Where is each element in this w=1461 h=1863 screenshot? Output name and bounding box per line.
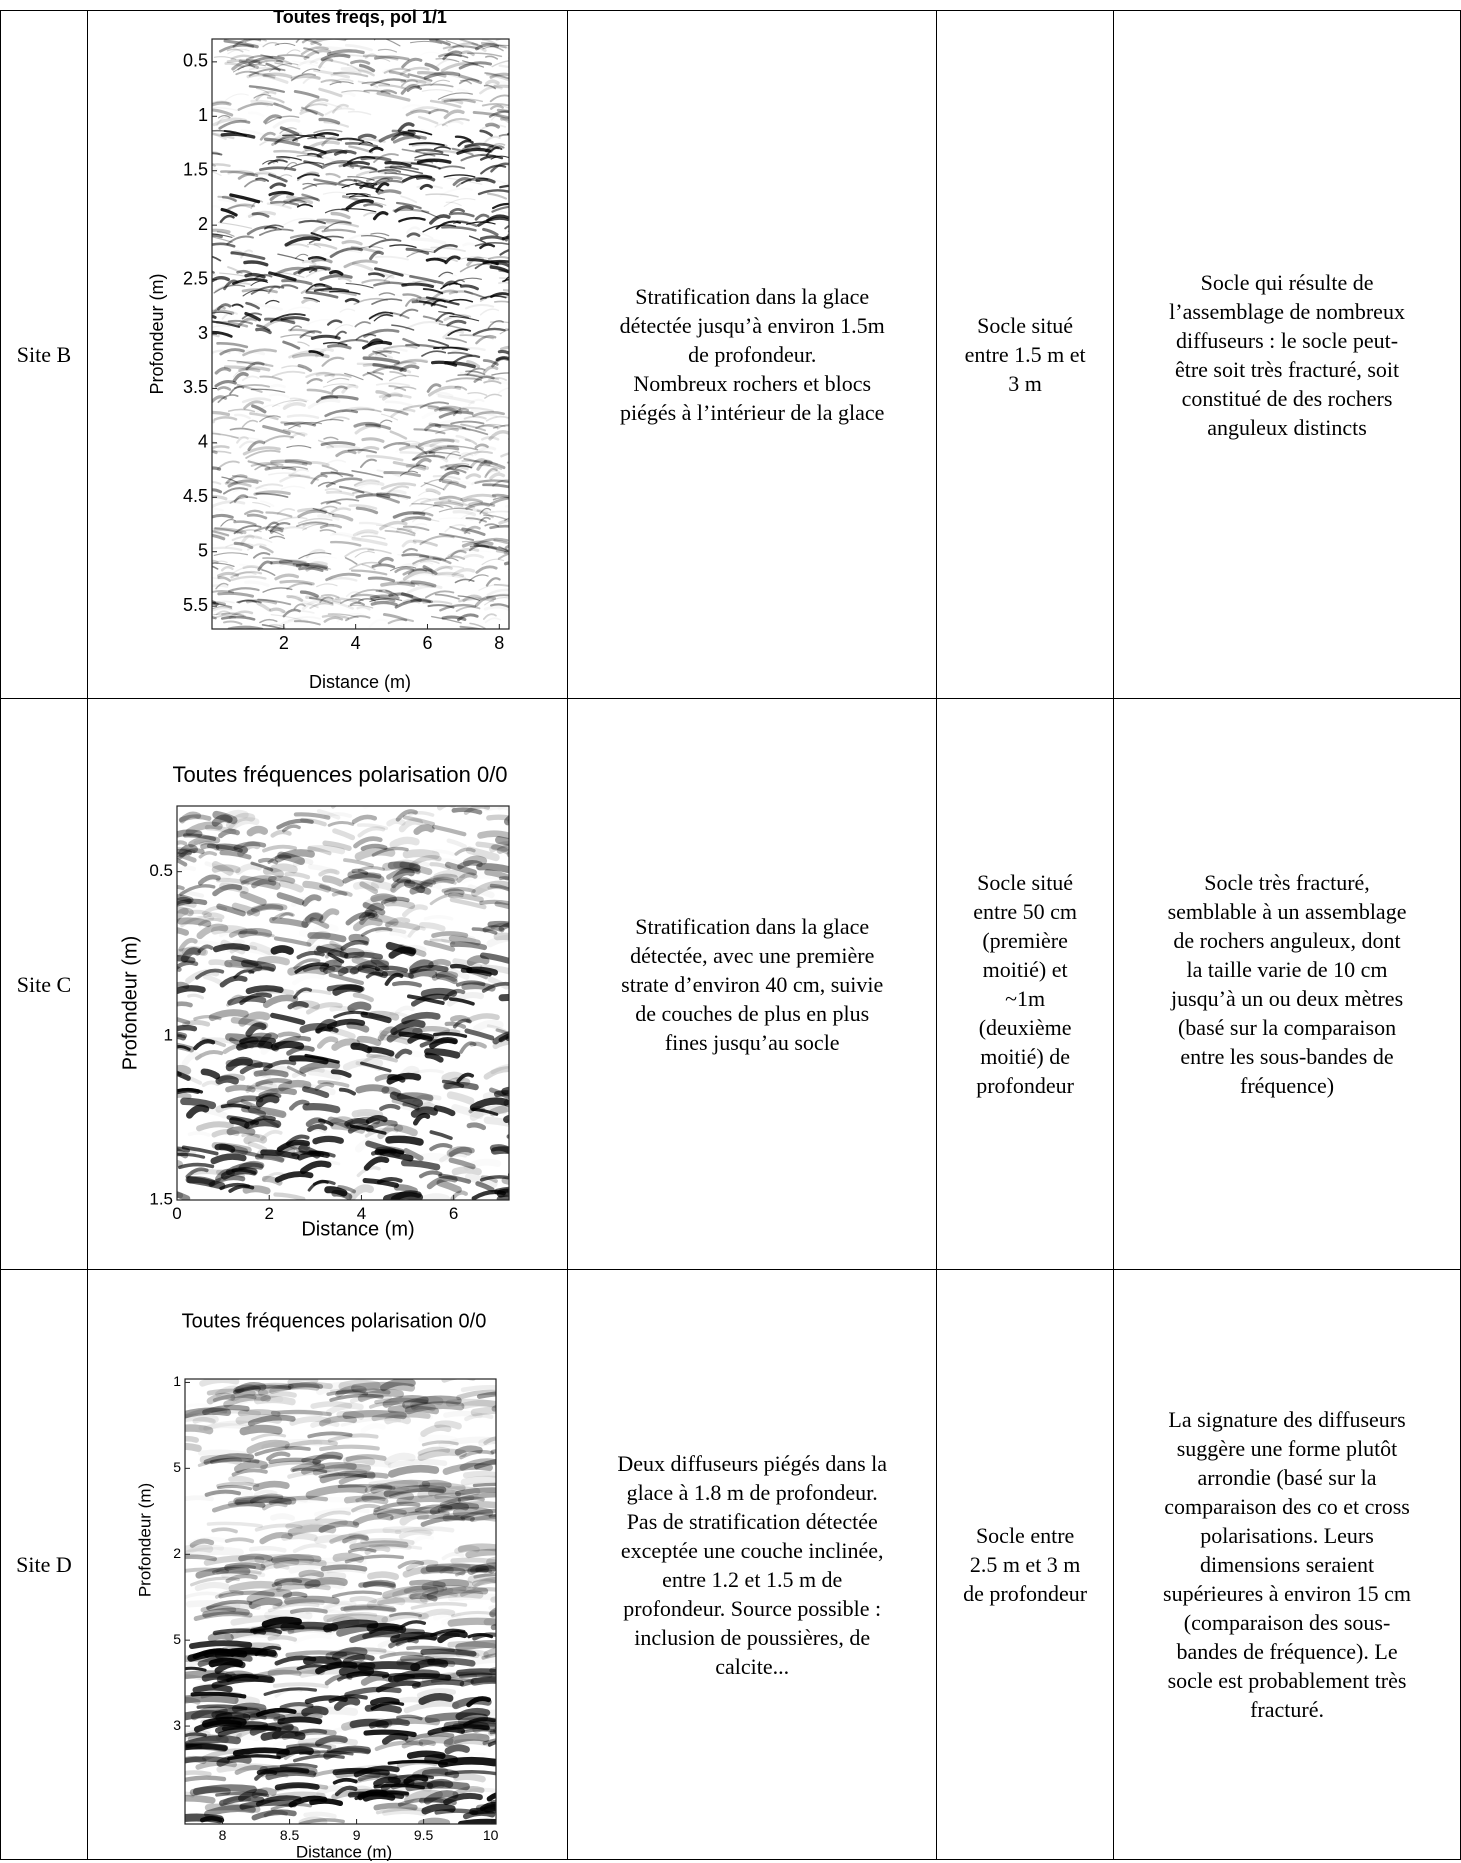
text-line: dimensions seraient <box>1199 1552 1375 1577</box>
text-line: être soit très fracturé, soit <box>1174 356 1400 382</box>
text-line: La signature des diffuseurs <box>1168 1407 1406 1432</box>
text-line: 3 m <box>1008 371 1042 396</box>
image-cell <box>86 698 569 1270</box>
socle-cell: Socle situé entre 1.5 m et 3 m <box>936 10 1115 699</box>
description-cell: Deux diffuseurs piégés dans la glace à 1.… <box>567 1269 938 1860</box>
text-line: fracturé. <box>1250 1697 1324 1722</box>
text-line: de profondeur. <box>688 342 817 367</box>
text-line: de profondeur <box>963 1581 1088 1606</box>
text-line: entre 1.5 m et <box>964 342 1086 367</box>
text-line: glace à 1.8 m de profondeur. <box>626 1479 878 1505</box>
text-line: Nombreux rochers et blocs <box>633 371 872 396</box>
results-table: Site B Stratification dans la glace détect… <box>0 10 1461 1860</box>
text-line: suggère une forme plutôt <box>1176 1436 1398 1461</box>
text-line: la taille varie de 10 cm <box>1186 957 1388 982</box>
text-line: semblable à un assemblage <box>1167 899 1407 924</box>
text-line: calcite... <box>715 1653 790 1679</box>
text-line: Pas de stratification détectée <box>626 1508 878 1534</box>
text-line: (première <box>982 928 1068 953</box>
text-line: détectée, avec une première <box>630 942 875 968</box>
description-cell: Stratification dans la glace détectée jus… <box>567 10 938 699</box>
text-line: Socle entre <box>975 1523 1075 1548</box>
text-line: Socle situé <box>977 313 1074 338</box>
text-line: exceptée une couche inclinée, <box>620 1537 884 1563</box>
text-line: profondeur <box>976 1073 1074 1098</box>
text-line: supérieures à environ 15 cm <box>1163 1581 1412 1606</box>
interpretation-cell: La signature des diffuseurs suggère une f… <box>1113 1269 1461 1860</box>
text-line: jusqu’à un ou deux mètres <box>1170 986 1404 1011</box>
text-line: de rochers anguleux, dont <box>1173 928 1401 953</box>
text-line: strate d’environ 40 cm, suivie <box>621 971 884 997</box>
text-line: piégés à l’intérieur de la glace <box>619 400 885 425</box>
text-line: de couches de plus en plus <box>635 1000 870 1026</box>
text-line: inclusion de poussières, de <box>634 1624 871 1650</box>
text-line: profondeur. Source possible : <box>623 1595 882 1621</box>
site-label: Site D <box>0 1269 88 1860</box>
image-cell <box>86 1269 569 1860</box>
socle-cell: Socle situé entre 50 cm (première moitié) e… <box>936 698 1115 1270</box>
text-line: arrondie (basé sur la <box>1197 1465 1377 1490</box>
text-line: (comparaison des sous- <box>1183 1610 1391 1635</box>
interpretation-cell: Socle qui résulte de l’assemblage de nomb… <box>1113 10 1461 699</box>
text-line: (deuxième <box>978 1015 1072 1040</box>
socle-cell: Socle entre 2.5 m et 3 m de profondeur <box>936 1269 1115 1860</box>
interpretation-cell: Socle très fracturé, semblable à un assem… <box>1113 698 1461 1270</box>
text-line: moitié) de <box>980 1044 1071 1069</box>
text-line: fréquence) <box>1240 1073 1335 1098</box>
text-line: Socle très fracturé, <box>1204 870 1370 895</box>
text-line: Deux diffuseurs piégés dans la <box>617 1450 888 1476</box>
text-line: ~1m <box>1005 986 1046 1011</box>
text-line: moitié) et <box>982 957 1068 982</box>
text-line: entre les sous-bandes de <box>1180 1044 1394 1069</box>
table-row: Site C Stratification dans la glace détect… <box>0 698 1461 1270</box>
text-line: constitué de des rochers <box>1181 385 1393 411</box>
image-cell <box>86 10 569 699</box>
table-row: Site D Deux diffuseurs piégés dans la glac… <box>0 1269 1461 1860</box>
text-line: Socle situé <box>977 870 1074 895</box>
text-line: Stratification dans la glace <box>635 284 870 309</box>
text-line: bandes de fréquence). Le <box>1176 1639 1398 1664</box>
text-line: socle est probablement très <box>1167 1668 1407 1693</box>
text-line: entre 50 cm <box>973 899 1078 924</box>
text-line: détectée jusqu’à environ 1.5m <box>619 313 885 338</box>
site-label: Site C <box>0 698 88 1270</box>
text-line: anguleux distincts <box>1207 414 1367 440</box>
text-line: entre 1.2 et 1.5 m de <box>662 1566 843 1592</box>
text-line: 2.5 m et 3 m <box>969 1552 1081 1577</box>
site-label: Site B <box>0 10 88 699</box>
table-row: Site B Stratification dans la glace détect… <box>0 10 1461 699</box>
text-line: fines jusqu’au socle <box>664 1029 840 1055</box>
text-line: polarisations. Leurs <box>1200 1523 1374 1548</box>
text-line: comparaison des co et cross <box>1164 1494 1410 1519</box>
text-line: diffuseurs : le socle peut- <box>1176 327 1399 353</box>
text-line: Stratification dans la glace <box>635 913 870 939</box>
description-cell: Stratification dans la glace détectée, av… <box>567 698 938 1270</box>
text-line: l’assemblage de nombreux <box>1169 298 1405 324</box>
text-line: Socle qui résulte de <box>1200 269 1374 295</box>
text-line: (basé sur la comparaison <box>1177 1015 1397 1040</box>
